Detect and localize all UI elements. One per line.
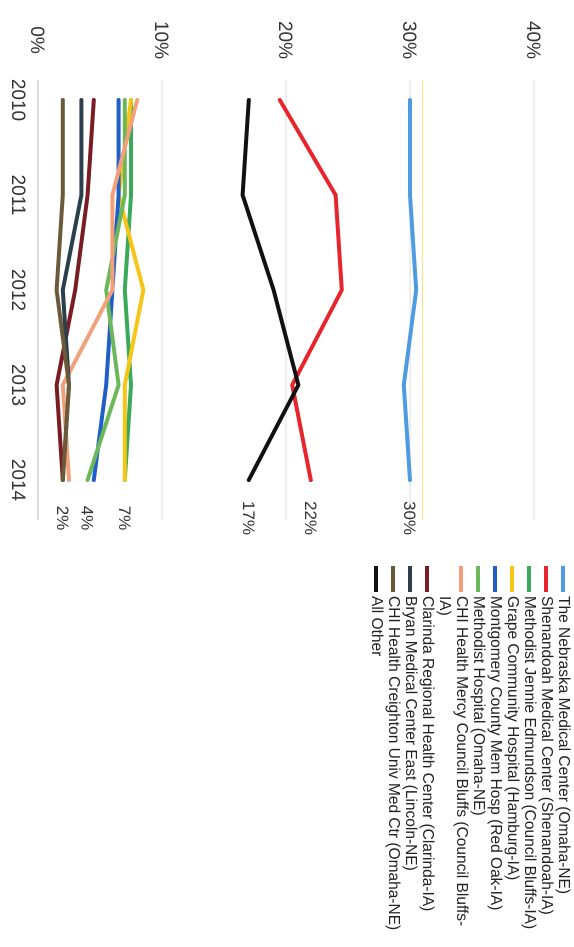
legend-swatch [510, 566, 514, 592]
line-chart: 0% 10% 20% 30% 40% 2010 2011 2012 2013 2014 30% 22%… [7, 21, 543, 535]
series-line [122, 98, 133, 482]
legend-swatch [561, 566, 565, 592]
legend-item: Methodist Hospital (Omaha-NE) [470, 566, 487, 944]
legend-item: Shenandoah Medical Center (Shenandoah-IA… [538, 566, 555, 944]
end-data-label: 7% [115, 506, 134, 531]
series-line [401, 98, 419, 482]
end-data-label: 30% [400, 501, 419, 535]
legend-item: Grape Community Hospital (Hamburg-IA) [504, 566, 521, 944]
legend-label: Methodist Hospital (Omaha-NE) [470, 596, 487, 816]
legend-swatch [374, 566, 378, 592]
legend: The Nebraska Medical Center (Omaha-NE) Sh… [368, 566, 572, 944]
legend-swatch [527, 566, 531, 592]
legend-swatch [493, 566, 497, 592]
series-line [54, 98, 96, 482]
x-tick-label: 2010 [7, 79, 28, 121]
legend-label: CHI Health Creighton Univ Med Ctr (Omaha… [385, 596, 402, 931]
legend-item: Bryan Medical Center East (Lincoln-NE) [402, 566, 419, 944]
legend-label: All Other [368, 596, 385, 657]
legend-label: Shenandoah Medical Center (Shenandoah-IA… [538, 596, 555, 915]
x-tick-label: 2011 [7, 175, 28, 216]
end-data-label: 22% [301, 501, 320, 535]
series-line [60, 98, 140, 482]
legend-item: Montgomery County Mem Hosp (Red Oak-IA) [487, 566, 504, 944]
y-tick-label: 0% [26, 26, 47, 54]
series-line [240, 98, 301, 482]
legend-swatch [408, 566, 412, 592]
y-tick-label: 10% [150, 21, 171, 59]
x-tick-label: 2013 [7, 364, 28, 406]
end-data-label: 17% [239, 501, 258, 535]
legend-swatch [476, 566, 480, 592]
y-tick-label: 30% [398, 21, 419, 59]
legend-swatch [459, 566, 463, 592]
legend-item: CHI Health Mercy Council Bluffs (Council… [436, 566, 470, 944]
end-data-label: 4% [78, 506, 97, 531]
series-line [54, 98, 71, 482]
legend-label: The Nebraska Medical Center (Omaha-NE) [555, 596, 572, 895]
series-line [277, 98, 344, 482]
legend-item: CHI Health Creighton Univ Med Ctr (Omaha… [385, 566, 402, 944]
legend-item: All Other [368, 566, 385, 944]
legend-swatch [391, 566, 395, 592]
legend-item: Clarinda Regional Health Center (Clarind… [419, 566, 436, 944]
x-tick-label: 2014 [7, 459, 28, 502]
x-tick-label: 2012 [7, 269, 28, 311]
legend-label: Methodist Jennie Edmundson (Council Bluf… [521, 596, 538, 930]
legend-label: CHI Health Mercy Council Bluffs (Council… [436, 596, 470, 927]
legend-swatch [425, 566, 429, 592]
legend-label: Montgomery County Mem Hosp (Red Oak-IA) [487, 596, 504, 911]
legend-item: The Nebraska Medical Center (Omaha-NE) [555, 566, 572, 944]
legend-swatch [544, 566, 548, 592]
legend-label: Clarinda Regional Health Center (Clarind… [419, 596, 436, 912]
y-tick-label: 20% [274, 21, 295, 59]
series-line [85, 98, 127, 482]
y-tick-label: 40% [522, 21, 543, 59]
end-data-label: 2% [53, 506, 72, 531]
legend-item: Methodist Jennie Edmundson (Council Bluf… [521, 566, 538, 944]
legend-label: Grape Community Hospital (Hamburg-IA) [504, 596, 521, 881]
legend-label: Bryan Medical Center East (Lincoln-NE) [402, 596, 419, 871]
